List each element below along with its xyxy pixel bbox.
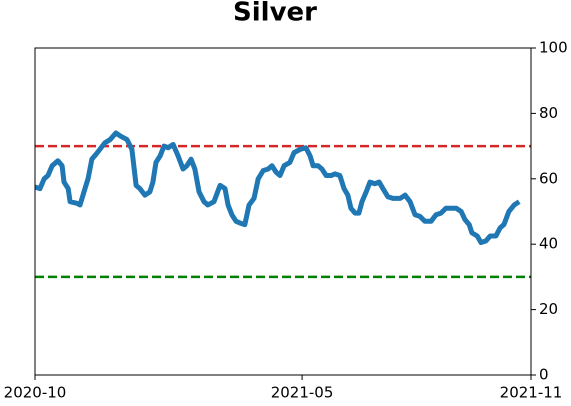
y-tick-label: 100 bbox=[539, 39, 568, 57]
y-tick-label: 80 bbox=[539, 104, 558, 122]
y-tick-label: 40 bbox=[539, 235, 558, 253]
plot-frame bbox=[34, 47, 532, 376]
x-tick-label: 2021-05 bbox=[271, 384, 334, 402]
y-tick-label: 20 bbox=[539, 300, 558, 318]
x-tick-label: 2020-10 bbox=[4, 384, 67, 402]
x-tick-label: 2021-11 bbox=[500, 384, 563, 402]
data-line bbox=[34, 130, 521, 246]
chart-title: Silver bbox=[233, 0, 317, 28]
y-tick-label: 0 bbox=[539, 366, 549, 384]
y-tick-label: 60 bbox=[539, 169, 558, 187]
